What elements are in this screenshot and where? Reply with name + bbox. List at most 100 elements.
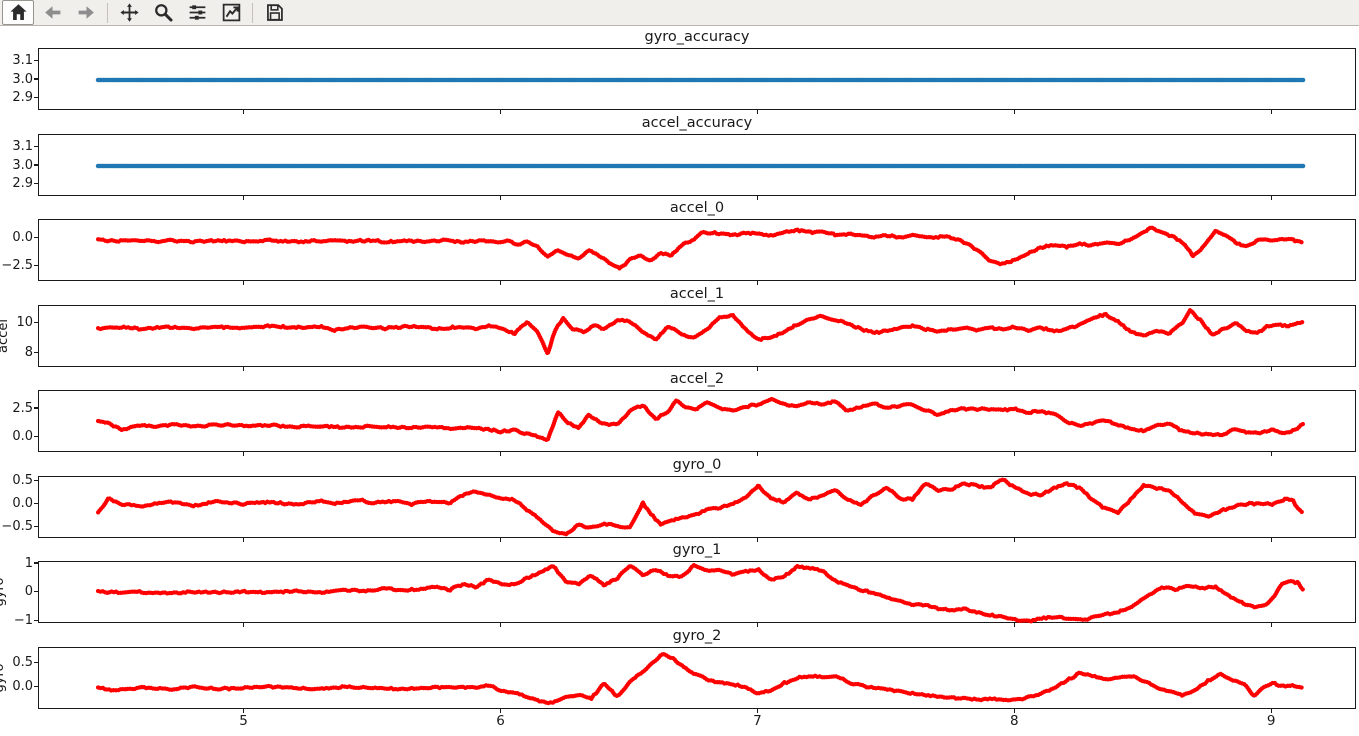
figure-canvas[interactable]: gyro_accuracy 3.1 3.0 2.9 accel_accuracy 3.1 3…: [0, 27, 1359, 736]
x-tick-mark: [242, 452, 245, 456]
y-tick-mark: [33, 96, 38, 98]
plot-area: [95, 77, 1306, 83]
y-tick-label: 3.0: [12, 157, 33, 173]
plot-area: [95, 225, 1306, 271]
back-icon: [44, 6, 60, 19]
toolbar-button-zoom[interactable]: [147, 0, 179, 25]
subplot-gyro-1[interactable]: [38, 561, 1356, 624]
subplot-title: accel_accuracy: [641, 115, 753, 131]
x-tick-label: 9: [1266, 713, 1276, 729]
x-tick-mark: [1013, 110, 1015, 114]
x-tick-mark: [242, 110, 245, 114]
x-tick-mark: [756, 623, 758, 627]
x-tick-mark: [242, 367, 245, 371]
forward-icon: [78, 6, 94, 19]
y-axis-label: gyro: [0, 577, 7, 607]
y-tick-label: 8: [24, 344, 33, 360]
subplot-accel-0[interactable]: [38, 219, 1356, 281]
x-tick-mark: [756, 281, 758, 285]
series-red-markers: [95, 225, 1306, 271]
x-tick-mark: [242, 538, 245, 542]
x-tick-mark: [1013, 367, 1015, 371]
toolbar-button-pan[interactable]: [113, 0, 145, 25]
x-tick-mark: [1270, 709, 1272, 713]
plot-area: [95, 651, 1306, 706]
toolbar-button-save[interactable]: [258, 0, 290, 25]
toolbar-button-home[interactable]: [2, 0, 34, 25]
x-tick-mark: [1013, 538, 1015, 542]
axes-icon: [222, 3, 240, 22]
x-tick-mark: [499, 110, 502, 114]
y-tick-label: −2.5: [1, 258, 33, 273]
x-tick-mark: [756, 196, 758, 200]
plot-area: [95, 163, 1306, 169]
x-tick-mark: [499, 538, 502, 542]
x-tick-mark: [1270, 196, 1272, 200]
series-red-markers: [95, 396, 1306, 443]
subplot-gyro-accuracy[interactable]: [38, 48, 1356, 110]
x-tick-mark: [756, 452, 758, 456]
y-tick-label: 0.0: [12, 429, 33, 445]
series-red-markers: [95, 308, 1306, 356]
y-tick-mark: [33, 502, 38, 504]
x-tick-mark: [1270, 623, 1272, 627]
subplot-accel-2[interactable]: [38, 390, 1356, 452]
y-tick-mark: [33, 436, 38, 438]
y-tick-mark: [33, 662, 38, 664]
subplot-title: gyro_1: [672, 542, 722, 558]
x-tick-mark: [756, 538, 758, 542]
y-tick-label: 3.0: [12, 71, 33, 87]
y-tick-label: 3.1: [12, 53, 33, 69]
y-tick-label: −0.5: [1, 518, 33, 534]
toolbar-separator: [107, 2, 108, 23]
toolbar-button-edit-axes[interactable]: [215, 0, 247, 25]
home-icon: [9, 4, 27, 20]
x-tick-mark: [499, 452, 502, 456]
y-tick-label: 0.5: [12, 655, 33, 671]
subplot-accel-1[interactable]: [38, 305, 1356, 367]
x-tick-mark: [499, 367, 502, 371]
y-tick-mark: [33, 619, 38, 621]
y-tick-mark: [33, 351, 38, 353]
x-tick-mark: [499, 281, 502, 285]
x-tick-mark: [242, 196, 245, 200]
subplot-gyro-0[interactable]: [38, 476, 1356, 538]
x-tick-mark: [1013, 452, 1015, 456]
x-tick-mark: [242, 709, 245, 713]
plot-area: [95, 396, 1306, 443]
toolbar-button-configure-subplots[interactable]: [181, 0, 213, 25]
y-tick-mark: [33, 182, 38, 184]
subplot-title: accel_2: [669, 371, 725, 387]
x-tick-mark: [499, 709, 502, 713]
x-tick-mark: [1270, 281, 1272, 285]
y-tick-mark: [33, 525, 38, 527]
y-tick-mark: [33, 562, 38, 564]
x-tick-mark: [1270, 367, 1272, 371]
y-tick-mark: [33, 60, 38, 62]
x-tick-label: 7: [753, 713, 762, 729]
y-tick-label: 2.5: [12, 400, 33, 416]
subplot-title: accel_0: [669, 200, 725, 216]
x-tick-mark: [1013, 709, 1015, 713]
subplot-title: gyro_accuracy: [644, 29, 750, 45]
y-tick-mark: [33, 321, 38, 323]
x-tick-mark: [756, 709, 758, 713]
y-tick-label: 3.1: [12, 139, 33, 155]
subplot-accel-accuracy[interactable]: [38, 134, 1356, 196]
series-red-markers: [95, 651, 1306, 706]
plot-area: [95, 562, 1306, 624]
toolbar-button-back[interactable]: [36, 0, 68, 25]
x-tick-mark: [1013, 623, 1015, 627]
y-tick-label: 2.9: [12, 175, 33, 191]
subplot-gyro-2[interactable]: [38, 647, 1356, 709]
x-tick-mark: [499, 623, 502, 627]
y-tick-mark: [33, 146, 38, 148]
y-tick-mark: [33, 264, 38, 267]
x-tick-mark: [756, 110, 758, 114]
y-tick-label: 0.5: [12, 472, 33, 488]
toolbar-button-forward[interactable]: [70, 0, 102, 25]
x-tick-mark: [1013, 281, 1015, 285]
y-axis-label: gyro: [0, 663, 7, 693]
toolbar-separator: [252, 2, 253, 23]
